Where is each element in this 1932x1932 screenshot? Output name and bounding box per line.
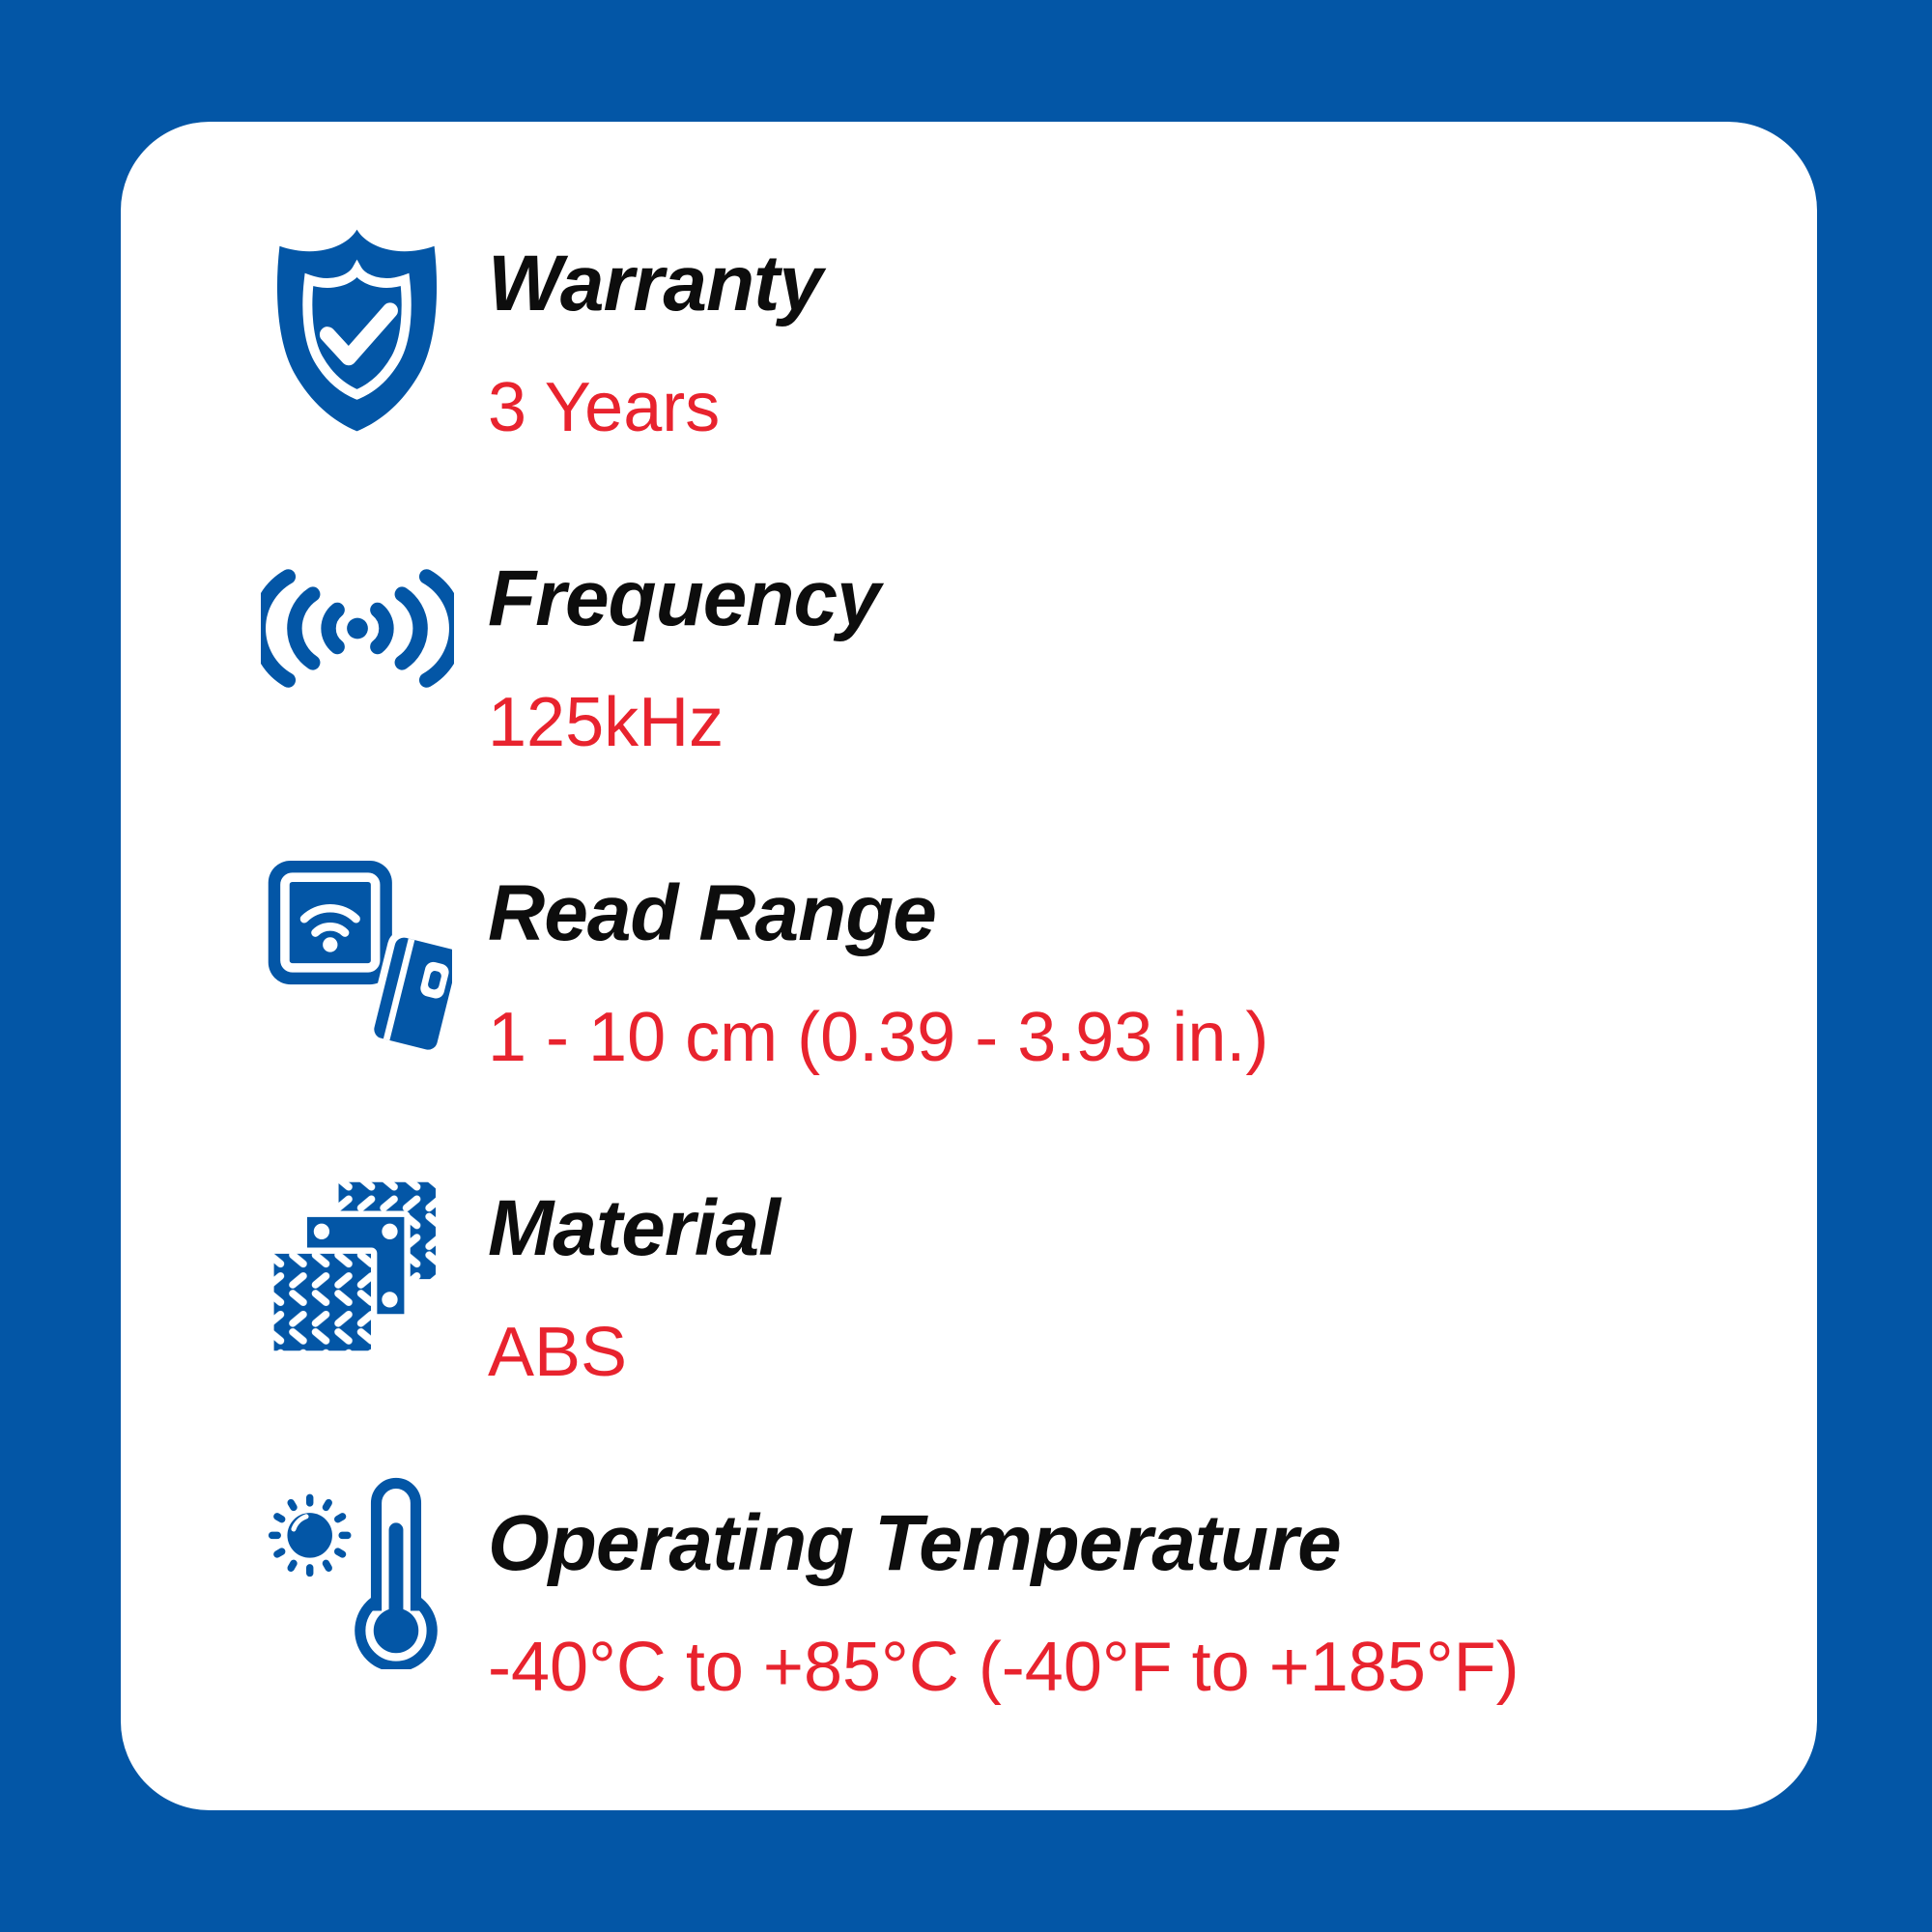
spec-label: Operating Temperature — [488, 1499, 1342, 1587]
read-range-icon — [251, 855, 464, 1054]
shield-check-icon — [251, 222, 464, 439]
spec-value: 3 Years — [488, 369, 721, 446]
spec-value: -40°C to +85°C (-40°F to +185°F) — [488, 1629, 1520, 1706]
spec-row-frequency: Frequency 125kHz — [121, 537, 1817, 837]
spec-value: 125kHz — [488, 684, 724, 761]
spec-row-operating-temperature: Operating Temperature -40°C to +85°C (-4… — [121, 1477, 1817, 1781]
operating-temperature-icon — [251, 1476, 464, 1669]
material-layers-icon — [251, 1174, 464, 1359]
spec-row-warranty: Warranty 3 Years — [121, 222, 1817, 522]
spec-label: Read Range — [488, 869, 937, 957]
spec-label: Frequency — [488, 554, 881, 642]
spec-row-read-range: Read Range 1 - 10 cm (0.39 - 3.93 in.) — [121, 852, 1817, 1151]
spec-value: 1 - 10 cm (0.39 - 3.93 in.) — [488, 999, 1269, 1076]
frequency-signal-icon — [251, 567, 464, 690]
spec-card: Warranty 3 Years Frequency 125kHz — [121, 122, 1817, 1810]
spec-label: Warranty — [488, 240, 823, 327]
spec-value: ABS — [488, 1314, 628, 1391]
spec-row-material: Material ABS — [121, 1167, 1817, 1466]
spec-label: Material — [488, 1184, 781, 1272]
